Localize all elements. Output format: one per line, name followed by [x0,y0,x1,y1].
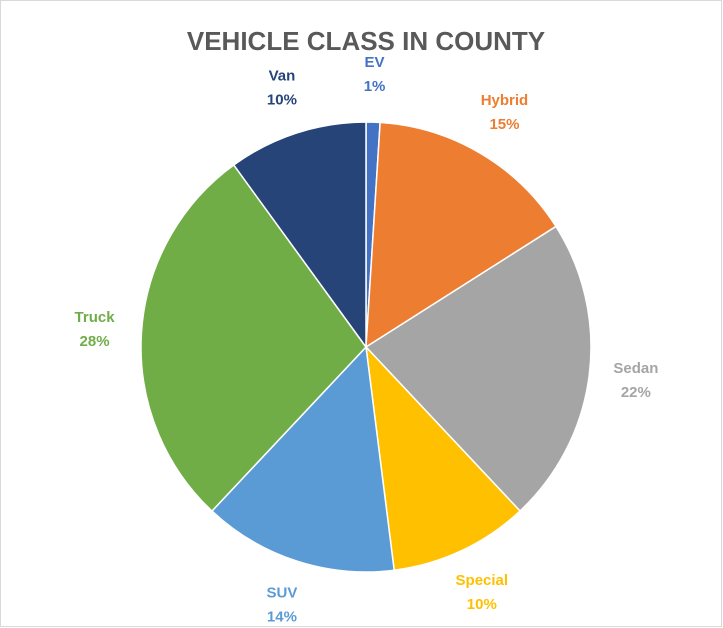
slice-label-value: 28% [80,333,110,350]
slice-label-name: EV [365,54,385,71]
slice-label-name: Sedan [613,360,658,377]
slice-label-value: 10% [467,596,497,613]
pie-slice [364,344,522,572]
slice-label-name: Van [269,67,296,84]
slice-label-name: Special [456,572,509,589]
slice-label-name: Hybrid [481,92,529,109]
slice-label-value: 15% [489,116,519,133]
slice-label-value: 1% [364,78,386,95]
slice-label-value: 10% [267,91,297,108]
pie-slice [210,345,396,573]
chart-title: VEHICLE CLASS IN COUNTY [187,26,545,56]
slice-label-value: 14% [267,609,297,626]
slice-label-name: Truck [75,309,116,326]
pie-slice [364,225,592,513]
slice-label-value: 22% [621,384,651,401]
pie-slice [140,163,367,513]
slice-label-name: SUV [267,585,298,602]
pie-slice [365,121,558,349]
pie-slice [232,121,367,350]
